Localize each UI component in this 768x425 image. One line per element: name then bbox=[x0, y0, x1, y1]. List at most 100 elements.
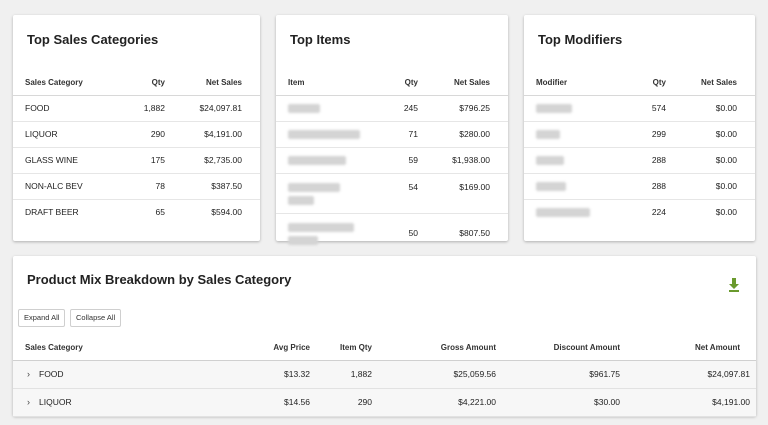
net-amount: $4,191.00 bbox=[620, 388, 756, 417]
table-row: 59 $1,938.00 bbox=[276, 147, 508, 174]
category-name: GLASS WINE bbox=[13, 147, 133, 174]
top-items-card: Top Items Item Qty Net Sales 245 $796.25… bbox=[276, 15, 508, 245]
column-header-modifier[interactable]: Modifier bbox=[524, 71, 632, 96]
top-modifiers-table: Modifier Qty Net Sales 574 $0.00 299 $0.… bbox=[524, 71, 755, 225]
product-mix-title: Product Mix Breakdown by Sales Category bbox=[27, 272, 292, 287]
modifier-name-redacted bbox=[524, 95, 632, 122]
item-net-sales: $169.00 bbox=[418, 173, 508, 214]
table-row: 54 $169.00 bbox=[276, 173, 508, 214]
modifier-net-sales: $0.00 bbox=[715, 207, 737, 218]
modifier-net-sales: $0.00 bbox=[666, 173, 755, 200]
category-net-sales: $4,191.00 bbox=[165, 121, 260, 148]
table-row: 299 $0.00 bbox=[524, 121, 755, 148]
table-row: 288 $0.00 bbox=[524, 147, 755, 174]
item-qty: 245 bbox=[384, 95, 418, 122]
column-header-qty[interactable]: Qty bbox=[384, 71, 418, 96]
column-header-net-amount[interactable]: Net Amount bbox=[620, 336, 756, 361]
card-title: Top Modifiers bbox=[538, 32, 623, 47]
item-net-sales: $807.50 bbox=[459, 228, 490, 239]
gross-amount: $4,221.00 bbox=[372, 388, 496, 417]
item-qty: 71 bbox=[384, 121, 418, 148]
top-sales-categories-table: Sales Category Qty Net Sales FOOD 1,882 … bbox=[13, 71, 260, 225]
table-row: 288 $0.00 bbox=[524, 173, 755, 200]
avg-price: $13.32 bbox=[233, 360, 310, 389]
category-net-sales: $594.00 bbox=[211, 207, 242, 218]
modifier-name-redacted bbox=[524, 121, 632, 148]
modifier-name-redacted bbox=[524, 147, 632, 174]
table-row: 50 $807.50 bbox=[276, 213, 508, 253]
category-qty: 290 bbox=[133, 121, 165, 148]
item-name-redacted bbox=[276, 121, 384, 148]
column-header-discount-amount[interactable]: Discount Amount bbox=[496, 336, 620, 361]
download-icon[interactable] bbox=[728, 278, 740, 292]
column-header-sales-category[interactable]: Sales Category bbox=[13, 336, 233, 361]
modifier-net-sales: $0.00 bbox=[666, 121, 755, 148]
table-row: 574 $0.00 bbox=[524, 95, 755, 122]
category-name: NON-ALC BEV bbox=[13, 173, 133, 200]
column-header-gross-amount[interactable]: Gross Amount bbox=[372, 336, 496, 361]
category-name: DRAFT BEER bbox=[25, 207, 79, 218]
category-net-sales: $387.50 bbox=[165, 173, 260, 200]
table-row: 245 $796.25 bbox=[276, 95, 508, 122]
modifier-net-sales: $0.00 bbox=[666, 147, 755, 174]
category-name: FOOD bbox=[13, 95, 133, 122]
item-qty: 1,882 bbox=[310, 360, 372, 389]
top-sales-categories-card: Top Sales Categories Sales Category Qty … bbox=[13, 15, 260, 241]
item-name-redacted bbox=[276, 173, 384, 214]
modifier-qty: 224 bbox=[651, 207, 666, 218]
column-header-net-sales[interactable]: Net Sales bbox=[165, 71, 260, 96]
gross-amount: $25,059.56 bbox=[372, 360, 496, 389]
category-qty: 175 bbox=[133, 147, 165, 174]
top-modifiers-card: Top Modifiers Modifier Qty Net Sales 574… bbox=[524, 15, 755, 241]
table-row: DRAFT BEER 65 $594.00 bbox=[13, 199, 260, 225]
product-mix-card: Product Mix Breakdown by Sales Category … bbox=[13, 256, 756, 417]
item-net-sales: $1,938.00 bbox=[418, 147, 508, 174]
item-qty: 54 bbox=[384, 173, 418, 214]
column-header-net-sales[interactable]: Net Sales bbox=[666, 71, 755, 96]
item-qty: 59 bbox=[384, 147, 418, 174]
item-net-sales: $280.00 bbox=[418, 121, 508, 148]
column-header-sales-category[interactable]: Sales Category bbox=[13, 71, 133, 96]
avg-price: $14.56 bbox=[233, 388, 310, 417]
table-row: GLASS WINE 175 $2,735.00 bbox=[13, 147, 260, 174]
modifier-name-redacted bbox=[524, 173, 632, 200]
chevron-right-icon[interactable]: › bbox=[27, 397, 30, 407]
item-name-redacted bbox=[276, 95, 384, 122]
item-net-sales: $796.25 bbox=[418, 95, 508, 122]
column-header-item[interactable]: Item bbox=[276, 71, 384, 96]
column-header-qty[interactable]: Qty bbox=[133, 71, 165, 96]
top-items-table: Item Qty Net Sales 245 $796.25 71 $280.0… bbox=[276, 71, 508, 253]
card-title: Top Sales Categories bbox=[27, 32, 159, 47]
expand-all-button[interactable]: Expand All bbox=[18, 309, 66, 327]
column-header-item-qty[interactable]: Item Qty bbox=[310, 336, 372, 361]
item-name-redacted bbox=[276, 213, 384, 253]
modifier-qty: 288 bbox=[632, 147, 666, 174]
item-name-redacted bbox=[276, 147, 384, 174]
item-qty: 290 bbox=[310, 388, 372, 417]
column-header-qty[interactable]: Qty bbox=[632, 71, 666, 96]
modifier-net-sales: $0.00 bbox=[666, 95, 755, 122]
table-row: 224 $0.00 bbox=[524, 199, 755, 225]
table-row: NON-ALC BEV 78 $387.50 bbox=[13, 173, 260, 200]
table-row[interactable]: › FOOD $13.32 1,882 $25,059.56 $961.75 $2… bbox=[13, 360, 756, 389]
table-row[interactable]: › LIQUOR $14.56 290 $4,221.00 $30.00 $4,1… bbox=[13, 388, 756, 417]
net-amount: $24,097.81 bbox=[620, 360, 756, 389]
column-header-avg-price[interactable]: Avg Price bbox=[233, 336, 310, 361]
item-qty: 50 bbox=[408, 228, 418, 239]
category-net-sales: $24,097.81 bbox=[165, 95, 260, 122]
modifier-qty: 288 bbox=[632, 173, 666, 200]
modifier-qty: 574 bbox=[632, 95, 666, 122]
column-header-net-sales[interactable]: Net Sales bbox=[418, 71, 508, 96]
discount-amount: $30.00 bbox=[496, 388, 620, 417]
collapse-all-button[interactable]: Collapse All bbox=[70, 309, 122, 327]
category-qty: 65 bbox=[155, 207, 165, 218]
category-name: LIQUOR bbox=[39, 397, 72, 407]
category-qty: 78 bbox=[133, 173, 165, 200]
card-title: Top Items bbox=[290, 32, 351, 47]
category-name: FOOD bbox=[39, 369, 64, 379]
modifier-name-redacted bbox=[524, 199, 632, 225]
table-row: FOOD 1,882 $24,097.81 bbox=[13, 95, 260, 122]
modifier-qty: 299 bbox=[632, 121, 666, 148]
product-mix-table: Sales Category Avg Price Item Qty Gross … bbox=[13, 336, 756, 417]
chevron-right-icon[interactable]: › bbox=[27, 369, 30, 379]
